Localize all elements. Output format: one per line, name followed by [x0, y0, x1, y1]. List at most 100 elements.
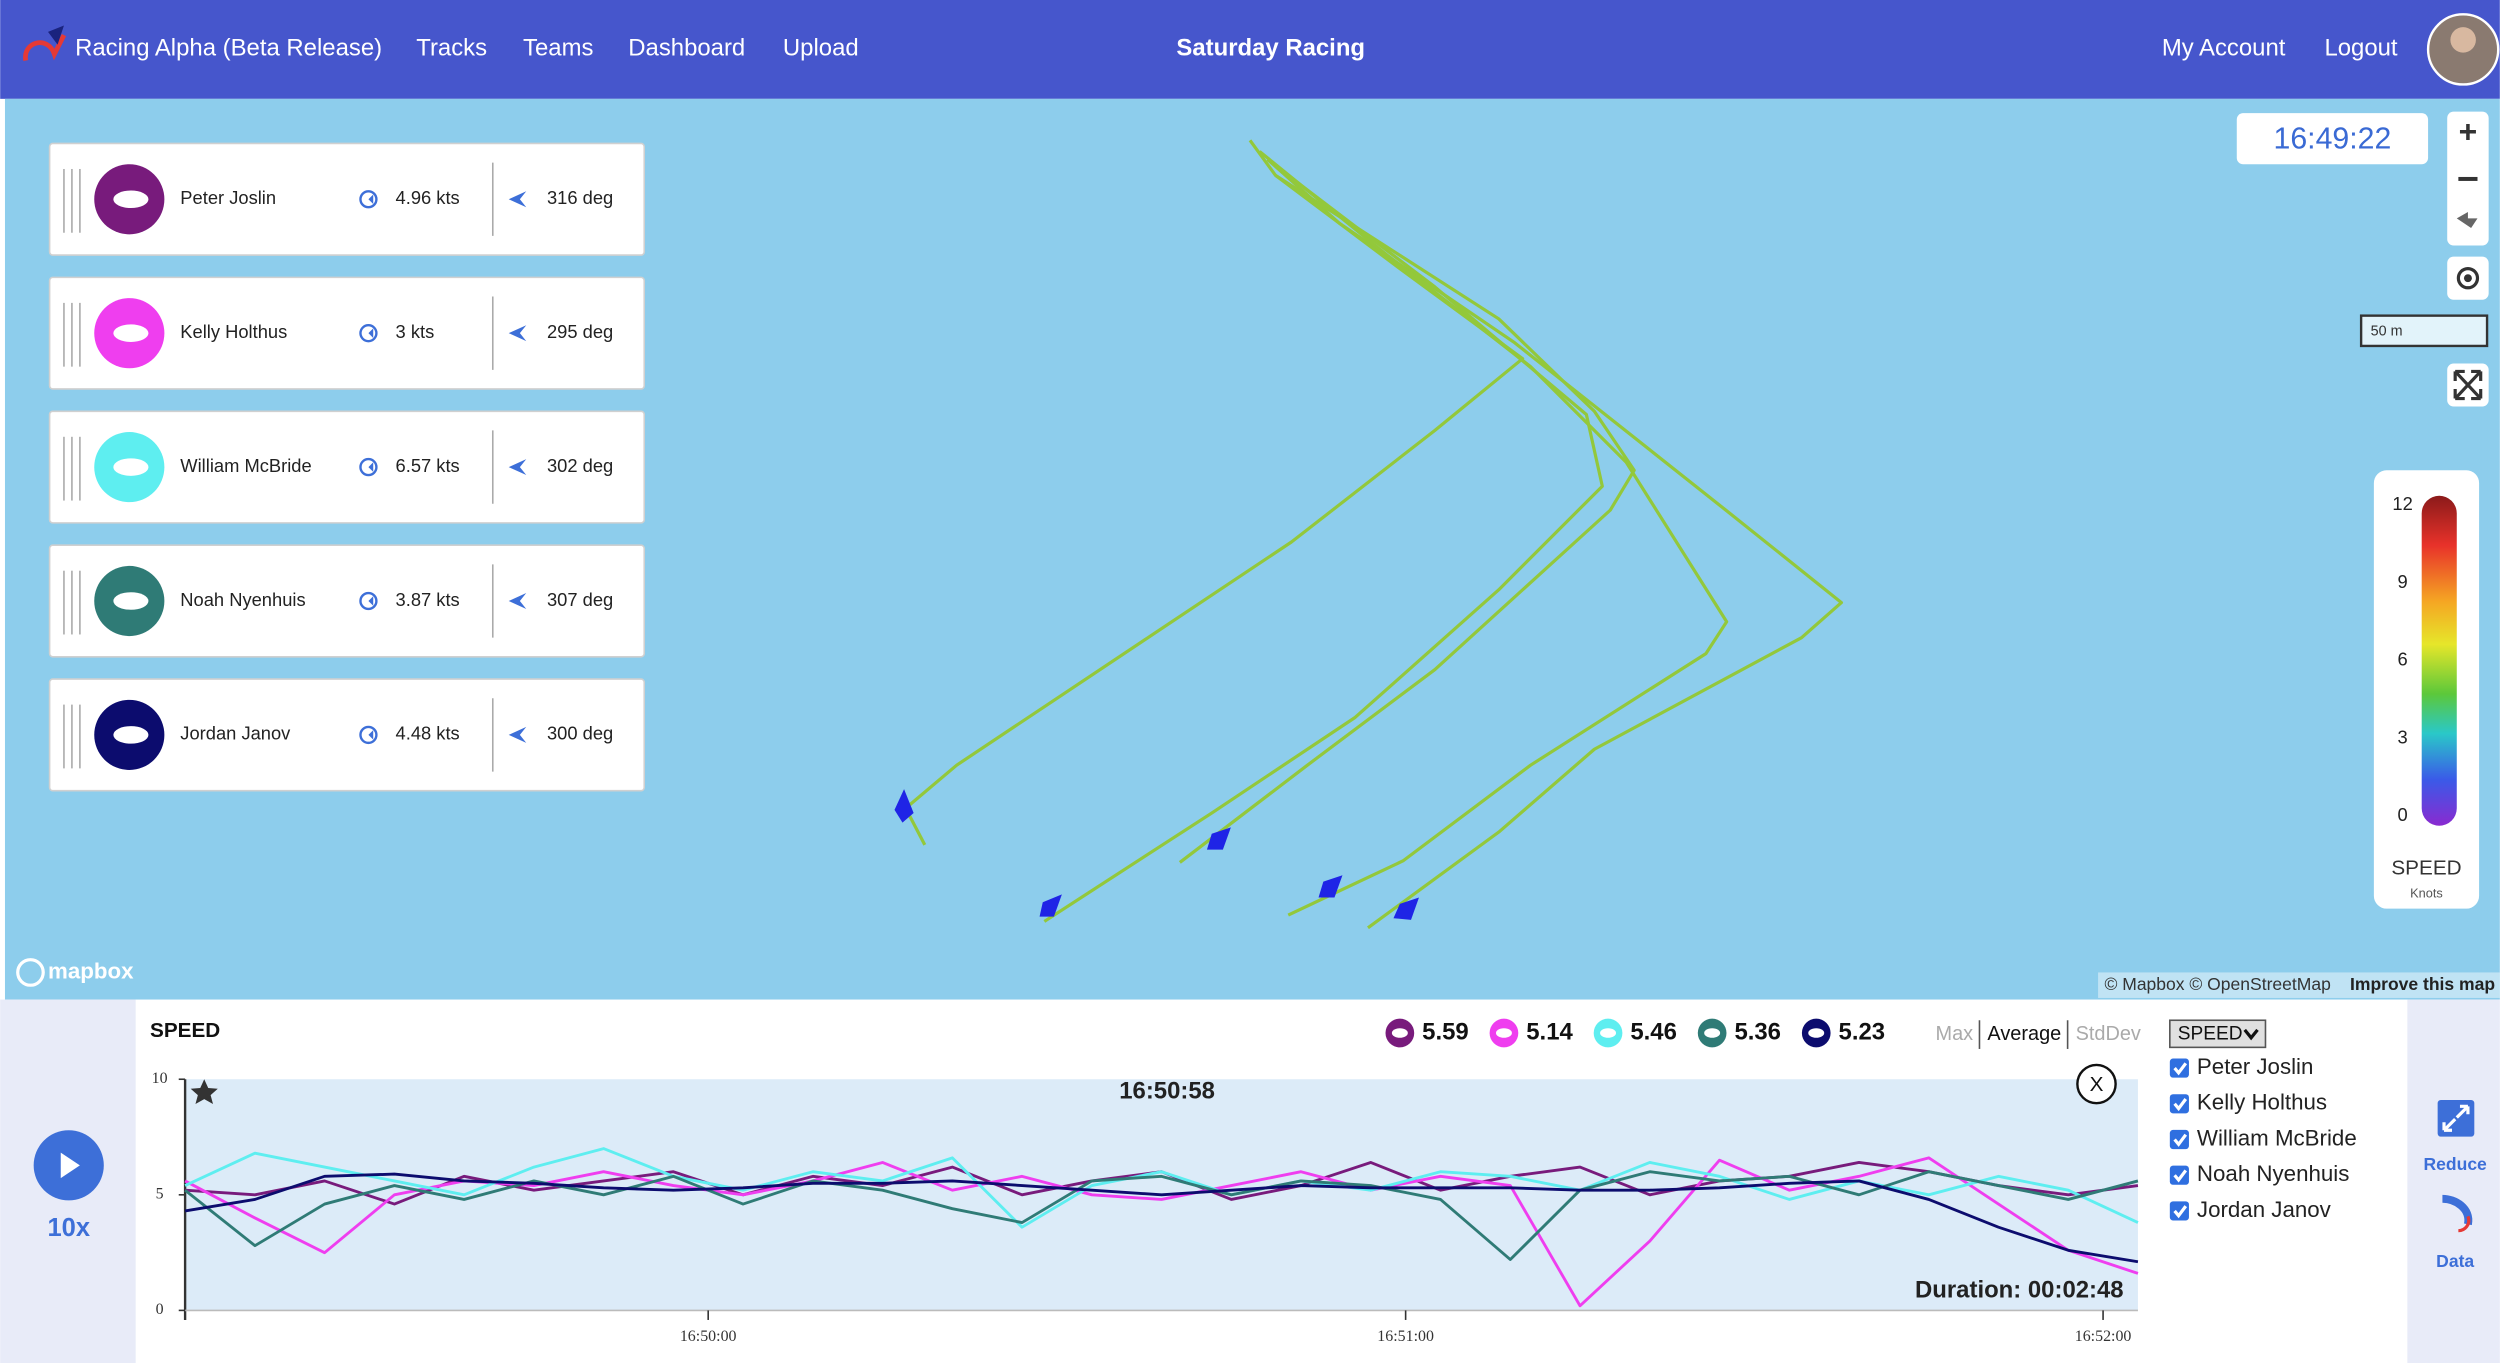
speed-line — [184, 1147, 2139, 1229]
colorbar — [2421, 495, 2457, 826]
side-panel — [2407, 999, 2500, 1363]
series-toggle-label[interactable]: Kelly Holthus — [2197, 1090, 2327, 1115]
legend-boat — [1808, 1028, 1825, 1038]
metric-select[interactable] — [2169, 1019, 2267, 1049]
boat-name: Kelly Holthus — [180, 321, 287, 342]
brand[interactable]: Racing Alpha (Beta Release) — [75, 35, 382, 62]
reduce-icon[interactable] — [2437, 1099, 2475, 1137]
boat-card[interactable] — [48, 142, 646, 256]
zoom-out[interactable] — [2458, 176, 2478, 181]
checkmark — [2173, 1062, 2188, 1076]
attribution[interactable]: © Mapbox © OpenStreetMap — [2104, 974, 2330, 994]
stat-mode[interactable]: StdDev — [2076, 1023, 2141, 1045]
close-label[interactable]: X — [2090, 1073, 2104, 1096]
checkbox[interactable] — [2169, 1201, 2189, 1221]
boat-icon — [113, 726, 149, 744]
x-tick-label: 16:51:00 — [1377, 1328, 1434, 1345]
stat-mode[interactable]: Average — [1987, 1023, 2061, 1045]
heading-icon — [508, 459, 527, 476]
track — [1178, 174, 1636, 864]
boat-marker[interactable] — [1206, 827, 1231, 850]
checkbox[interactable] — [2169, 1165, 2189, 1185]
boat-marker[interactable] — [894, 789, 914, 823]
boat-card[interactable] — [48, 544, 646, 658]
mapbox-logo[interactable]: mapbox — [48, 958, 134, 983]
heading-icon — [508, 726, 527, 743]
brand-logo[interactable] — [23, 25, 67, 61]
reduce-label[interactable]: Reduce — [2424, 1154, 2488, 1174]
checkbox[interactable] — [2169, 1129, 2189, 1150]
y-tick-label: 10 — [152, 1070, 168, 1087]
nav-link[interactable]: Dashboard — [628, 35, 745, 62]
cursor-time: 16:50:58 — [1119, 1077, 1215, 1104]
boat-marker[interactable] — [1393, 897, 1419, 920]
boat-speed: 3.87 kts — [396, 589, 460, 610]
checkmark — [2173, 1169, 2188, 1183]
heading-icon — [508, 191, 527, 208]
speed-icon — [359, 591, 378, 611]
series-toggle-label[interactable]: Peter Joslin — [2197, 1054, 2314, 1079]
y-tick-label: 0 — [156, 1301, 164, 1318]
legend-average: 5.36 — [1734, 1018, 1781, 1045]
x-tick-label: 16:50:00 — [680, 1328, 737, 1345]
boat-card[interactable] — [48, 410, 646, 524]
playback-speed[interactable]: 10x — [47, 1214, 90, 1242]
data-label[interactable]: Data — [2436, 1251, 2474, 1271]
tracks — [904, 139, 1844, 930]
legend-boat — [1391, 1028, 1408, 1038]
close-button[interactable] — [2076, 1063, 2117, 1105]
boat-card[interactable] — [48, 276, 646, 390]
chart-title: SPEED — [150, 1019, 220, 1042]
attribution-bg — [2098, 972, 2500, 998]
colorbar-tick-label: 9 — [2397, 571, 2407, 592]
star-icon[interactable] — [190, 1079, 218, 1104]
series-toggle-label[interactable]: William McBride — [2197, 1125, 2357, 1150]
nav-link[interactable]: Upload — [783, 35, 859, 62]
scale-label: 50 m — [2371, 323, 2403, 339]
boat-speed: 4.48 kts — [396, 723, 460, 744]
header-bar — [0, 0, 2500, 99]
legend-average: 5.59 — [1422, 1018, 1469, 1045]
speed-chart: 0 5 10 16:50:00 16:51:00 16:52:00 — [152, 1070, 2139, 1345]
speed-line — [184, 1172, 2139, 1264]
locate-dot — [2463, 274, 2472, 283]
x-tick-label: 16:52:00 — [2075, 1328, 2132, 1345]
colorbar-tick-label: 3 — [2397, 726, 2407, 747]
nav-link[interactable]: Teams — [523, 35, 593, 62]
compass[interactable] — [2456, 212, 2478, 228]
checkmark — [2173, 1098, 2188, 1112]
boat-marker[interactable] — [1039, 894, 1062, 917]
metric-select-label[interactable]: SPEED — [2178, 1024, 2243, 1045]
account-link[interactable]: My Account — [2162, 35, 2286, 62]
speed-needle — [368, 194, 374, 205]
checkbox[interactable] — [2169, 1094, 2189, 1114]
series-toggle-label[interactable]: Jordan Janov — [2197, 1197, 2332, 1222]
colorbar-ticks: 12 9 6 3 0 — [2392, 493, 2412, 825]
y-tick-label: 5 — [156, 1185, 164, 1202]
boat-heading: 295 deg — [547, 321, 613, 342]
heading-icon — [508, 593, 527, 609]
zoom-in[interactable]: + — [2459, 113, 2478, 149]
boat-speed: 4.96 kts — [396, 187, 460, 208]
colorbar-tick-label: 6 — [2397, 649, 2407, 670]
improve-map[interactable]: Improve this map — [2350, 974, 2495, 994]
logo-sail — [48, 25, 64, 45]
boat-icon — [113, 190, 149, 209]
checkmark — [2173, 1133, 2188, 1147]
boat-icon — [113, 458, 149, 476]
checkbox[interactable] — [2169, 1058, 2189, 1078]
logo-alpha — [23, 34, 67, 61]
boat-marker[interactable] — [1318, 875, 1343, 898]
series-toggle-label[interactable]: Noah Nyenhuis — [2197, 1161, 2349, 1186]
boat-name: Jordan Janov — [180, 723, 291, 744]
boat-card[interactable] — [48, 678, 646, 792]
stats-legend: 5.59 5.14 5.46 5.36 5.23 Max Average StdDev — [1385, 1018, 2141, 1049]
logout-link[interactable]: Logout — [2324, 35, 2397, 62]
colorbar-unit: Knots — [2410, 886, 2443, 901]
stat-mode[interactable]: Max — [1935, 1023, 1973, 1045]
boat-heading: 300 deg — [547, 723, 613, 744]
speed-needle — [368, 328, 374, 338]
legend-boat — [1600, 1028, 1617, 1038]
nav-link[interactable]: Tracks — [416, 35, 487, 62]
page-title: Saturday Racing — [1176, 35, 1365, 62]
